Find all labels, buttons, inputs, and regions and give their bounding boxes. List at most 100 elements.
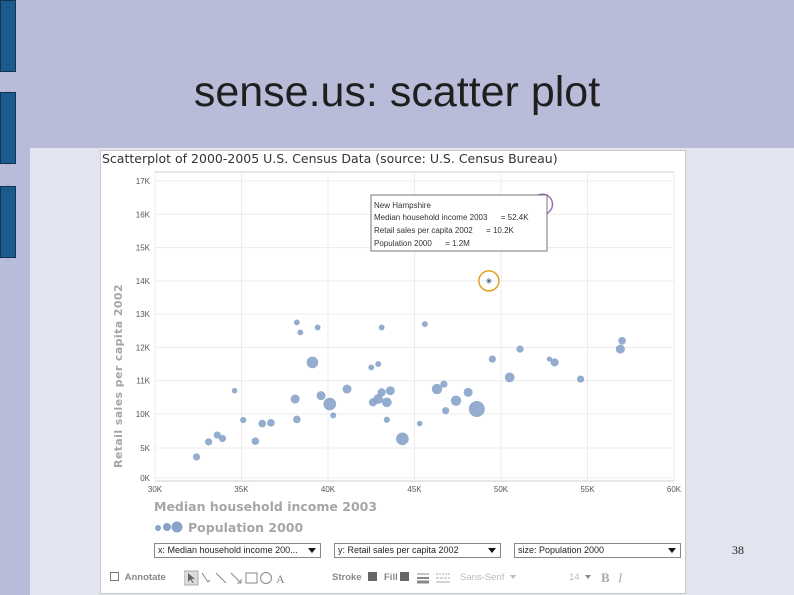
data-point: [381, 397, 392, 408]
x-axis-dropdown-value: x: Median household income 200...: [158, 545, 298, 555]
line-weight-icon[interactable]: [417, 573, 429, 584]
data-point: [258, 419, 267, 428]
font-family-select[interactable]: Sans-Serif: [460, 570, 516, 586]
tooltip-sales: Retail sales per capita 2002 = 10.2K: [374, 226, 515, 235]
chevron-down-icon: [488, 548, 496, 553]
annotate-toggle[interactable]: Annotate: [110, 570, 166, 586]
x-tick-label: 35K: [234, 485, 249, 494]
y-tick-label: 10K: [136, 410, 151, 419]
pen-icon[interactable]: [201, 572, 211, 583]
y-axis-dropdown[interactable]: y: Retail sales per capita 2002: [334, 543, 501, 558]
data-point: [463, 387, 473, 397]
y-tick-label: 13K: [136, 310, 151, 319]
legend-label: Population 2000: [188, 520, 304, 535]
vis-title: Scatterplot of 2000-2005 U.S. Census Dat…: [102, 151, 558, 166]
tooltip-income: Median household income 2003 = 52.4K: [374, 213, 529, 222]
x-tick-label: 50K: [494, 485, 509, 494]
line-style-tools: [417, 573, 450, 584]
scatter-plot[interactable]: 0K 5K 10K 11K 12K 13K 14K 15K 16K 17K 30K 35K 40K 45K…: [100, 168, 686, 536]
data-point: [373, 394, 384, 404]
legend-medium-circle: [163, 523, 171, 531]
data-point: [213, 431, 221, 439]
data-point: [440, 380, 448, 388]
x-axis-label: Median household income 2003: [154, 499, 377, 514]
fill-color-swatch[interactable]: [400, 570, 409, 586]
data-point: [231, 387, 238, 394]
tooltip: New Hampshire Median household income 20…: [370, 194, 548, 252]
x-axis-dropdown[interactable]: x: Median household income 200...: [154, 543, 321, 558]
chevron-down-icon: [510, 575, 516, 579]
x-tick-label: 45K: [407, 485, 422, 494]
legend-small-circle: [155, 525, 161, 531]
line-dash-icon[interactable]: [436, 573, 450, 583]
tick-layer: 0K 5K 10K 11K 12K 13K 14K 15K 16K 17K 30K 35K 40K 45K…: [136, 177, 682, 494]
font-size-select[interactable]: 14: [569, 570, 592, 586]
data-point: [385, 386, 395, 396]
data-point: [550, 358, 559, 367]
bold-button[interactable]: B: [601, 570, 610, 585]
chevron-down-icon: [308, 548, 316, 553]
y-tick-label: 5K: [140, 444, 150, 453]
data-point: [504, 372, 515, 383]
data-point: [576, 375, 585, 383]
x-tick-label: 30K: [148, 485, 163, 494]
data-point: [316, 391, 326, 401]
data-point: [306, 356, 319, 369]
data-point: [330, 412, 337, 419]
data-point: [267, 419, 275, 427]
chevron-down-icon: [585, 575, 592, 579]
y-tick-label: 11K: [136, 377, 150, 386]
data-point: [375, 361, 382, 368]
text-tool-icon[interactable]: A: [276, 572, 285, 586]
data-point: [293, 415, 301, 424]
highlight-ring: [478, 270, 500, 292]
data-point: [488, 355, 496, 363]
data-point: [377, 388, 386, 397]
data-point: [368, 364, 375, 371]
data-point: [218, 434, 227, 443]
data-point: [251, 437, 260, 446]
data-point: [290, 394, 300, 404]
slide-title: sense.us: scatter plot: [193, 68, 601, 116]
data-point: [450, 395, 462, 406]
y-axis-label: Retail sales per capita 2002: [112, 284, 125, 468]
font-family-value: Sans-Serif: [460, 572, 505, 583]
side-accent-bar-bottom: [0, 186, 16, 258]
ellipse-icon[interactable]: [260, 572, 272, 584]
highlight-point: [487, 279, 490, 282]
data-point: [293, 319, 300, 326]
data-point: [431, 383, 443, 395]
drawing-tools: A: [184, 570, 285, 586]
size-dropdown[interactable]: size: Population 2000: [514, 543, 681, 558]
data-point: [378, 324, 385, 331]
side-accent-bar-top: [0, 0, 16, 72]
pointer-icon: [188, 573, 195, 583]
data-point: [421, 321, 428, 328]
data-point: [240, 417, 247, 424]
data-point: [383, 416, 390, 423]
italic-button[interactable]: I: [618, 570, 623, 585]
page-number: 38: [732, 543, 744, 557]
rectangle-icon[interactable]: [245, 572, 258, 584]
data-point: [416, 420, 423, 427]
tooltip-population: Population 2000 = 1.2M: [374, 239, 470, 248]
arrow-icon[interactable]: [230, 572, 242, 584]
font-size-value: 14: [569, 572, 580, 583]
data-point: [468, 401, 485, 418]
y-tick-label: 14K: [136, 277, 151, 286]
y-tick-label: 0K: [140, 474, 150, 483]
chevron-down-icon: [668, 548, 676, 553]
annotation-toolbar: Annotate A Stroke Fill Sans-Serif 14: [110, 570, 680, 586]
size-dropdown-value: size: Population 2000: [518, 545, 605, 555]
data-point: [615, 344, 625, 354]
tooltip-state: New Hampshire: [374, 201, 431, 210]
stroke-color-swatch[interactable]: [368, 570, 377, 586]
line-icon[interactable]: [215, 572, 227, 584]
x-tick-label: 40K: [321, 485, 336, 494]
data-point: [314, 324, 321, 331]
side-accent-bar-middle: [0, 92, 16, 164]
point-layer: [192, 201, 626, 461]
y-tick-label: 15K: [136, 244, 151, 253]
data-point: [297, 329, 304, 336]
annotate-checkbox[interactable]: [110, 572, 119, 581]
